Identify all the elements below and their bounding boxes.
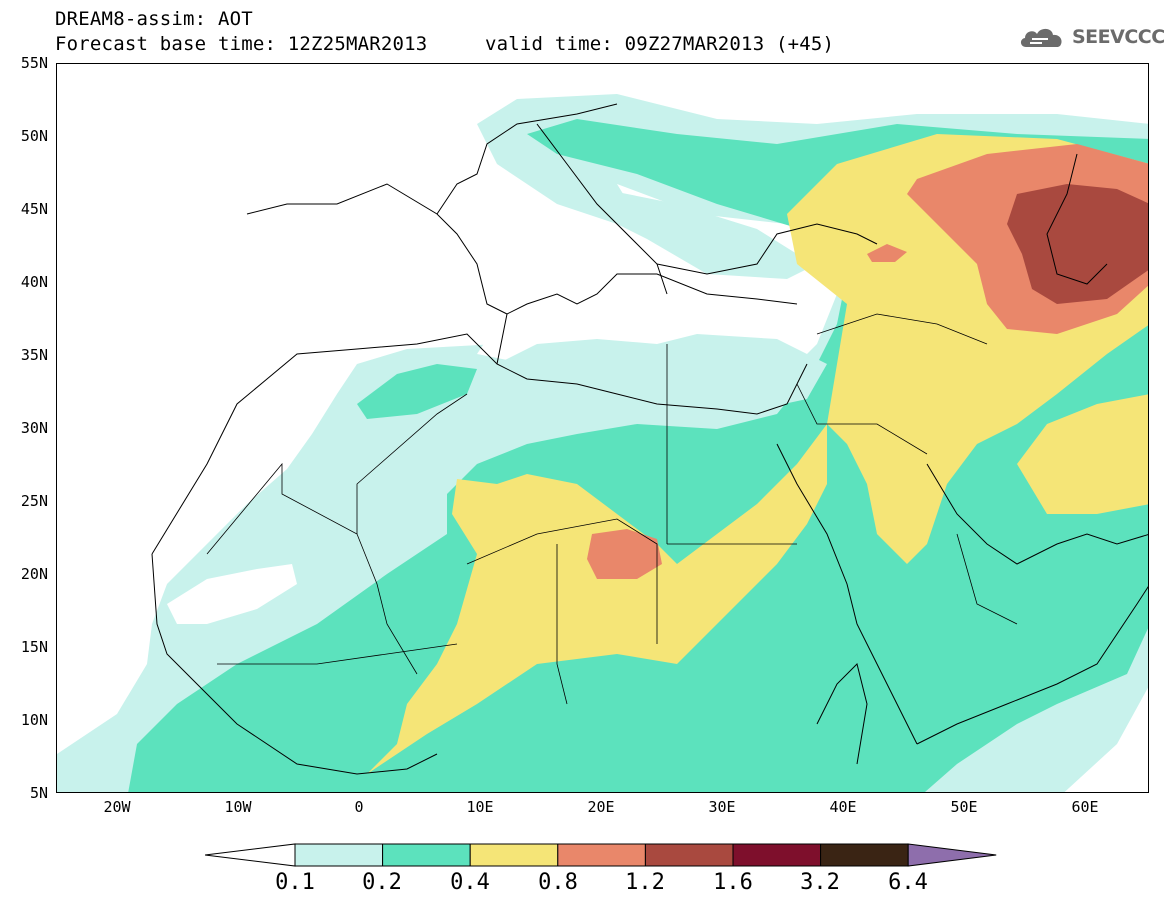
colorbar [205, 843, 997, 867]
lat-label: 15N [20, 638, 48, 656]
map-title: DREAM8-assim: AOT [55, 8, 253, 30]
seevccc-logo: SEEVCCC [1018, 22, 1165, 52]
lat-label: 40N [20, 273, 48, 291]
colorbar-label: 3.2 [800, 870, 840, 895]
lon-label: 50E [950, 798, 978, 816]
colorbar-cell [205, 843, 296, 867]
lon-label: 0 [354, 798, 364, 816]
colorbar-cell [294, 843, 384, 867]
aot-map [56, 63, 1149, 793]
colorbar-cell [907, 843, 997, 867]
colorbar-label: 1.2 [625, 870, 665, 895]
lat-label: 45N [20, 200, 48, 218]
colorbar-label: 0.2 [362, 870, 402, 895]
lon-label: 10W [224, 798, 252, 816]
colorbar-label: 0.1 [275, 870, 315, 895]
lon-label: 30E [708, 798, 736, 816]
coastlines [151, 103, 1148, 775]
logo-text: SEEVCCC [1072, 26, 1165, 48]
lon-label: 20E [587, 798, 615, 816]
lat-label: 5N [29, 784, 48, 802]
white-gap-2 [497, 184, 827, 414]
colorbar-cell [732, 843, 822, 867]
lat-label: 10N [20, 711, 48, 729]
colorbar-cell [820, 843, 909, 867]
lon-label: 40E [829, 798, 857, 816]
lat-label: 55N [20, 54, 48, 72]
lat-label: 20N [20, 565, 48, 583]
lon-label: 20W [103, 798, 131, 816]
colorbar-cell [382, 843, 471, 867]
lat-label: 50N [20, 127, 48, 145]
cloud-logo-icon [1020, 28, 1062, 47]
country-borders [206, 313, 1018, 705]
colorbar-cell [644, 843, 734, 867]
colorbar-label: 1.6 [713, 870, 753, 895]
colorbar-label: 6.4 [888, 870, 928, 895]
lat-label: 35N [20, 346, 48, 364]
colorbar-label: 0.4 [450, 870, 490, 895]
lat-label: 30N [20, 419, 48, 437]
colorbar-cell [469, 843, 559, 867]
colorbar-cell [557, 843, 646, 867]
valid-time: valid time: 09Z27MAR2013 (+45) [485, 33, 835, 55]
lat-label: 25N [20, 492, 48, 510]
forecast-base-time: Forecast base time: 12Z25MAR2013 [55, 33, 428, 55]
lon-label: 60E [1071, 798, 1099, 816]
colorbar-label: 0.8 [538, 870, 578, 895]
aot-band-04-08 [367, 134, 1148, 774]
lon-label: 10E [466, 798, 494, 816]
map-canvas [57, 94, 1148, 792]
aot-band-12-16 [1007, 184, 1148, 304]
